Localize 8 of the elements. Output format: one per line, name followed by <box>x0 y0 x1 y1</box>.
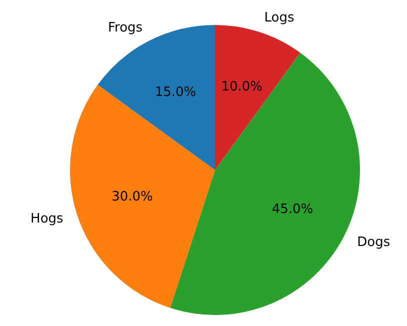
data-label: 15.0% <box>154 84 196 100</box>
slice-label: Dogs <box>357 234 390 250</box>
data-label: 10.0% <box>221 80 263 95</box>
data-label: 30.0% <box>112 189 153 204</box>
slice-label: Hogs <box>30 212 64 227</box>
slice-label: Frogs <box>108 20 143 36</box>
data-label: 45.0% <box>272 202 314 217</box>
slice-label: Logs <box>264 10 295 26</box>
